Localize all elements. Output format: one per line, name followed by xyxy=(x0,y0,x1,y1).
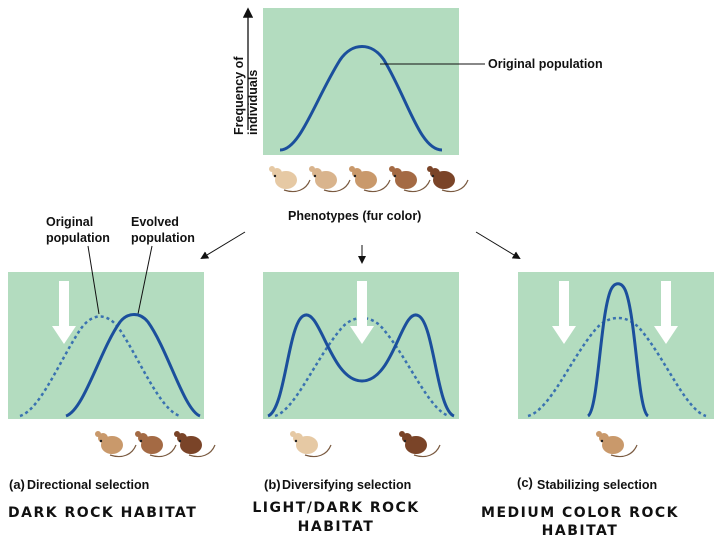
y-axis-label-line1: Frequency of xyxy=(232,56,246,135)
mouse-medium-icon xyxy=(348,165,391,193)
panel-b-evolved-curve xyxy=(267,313,455,418)
panel-c-caption-line2: HABITAT xyxy=(542,523,619,539)
mouse-medium-icon xyxy=(94,430,137,458)
mouse-medium-icon xyxy=(595,430,638,458)
panel-b-caption-line2: HABITAT xyxy=(298,519,375,535)
panel-a-selection-arrow xyxy=(52,281,76,344)
x-axis-label: Phenotypes (fur color) xyxy=(288,209,421,223)
panel-c: (c) Stabilizing selection MEDIUM COLOR R… xyxy=(481,272,714,539)
panel-a-evolved-curve xyxy=(65,313,201,418)
original-population-curve xyxy=(279,45,443,152)
panel-a-caption: DARK ROCK HABITAT xyxy=(8,505,197,521)
mouse-dark-icon xyxy=(173,430,216,458)
panel-c-evolved-curve xyxy=(586,282,650,418)
panel-b-letter: (b) xyxy=(264,477,281,492)
legend-evolved-line1: Evolved xyxy=(131,215,179,229)
panel-a-letter: (a) xyxy=(9,477,25,492)
mouse-light-medium-icon xyxy=(308,165,351,193)
arrow-to-panel-c xyxy=(475,231,521,260)
panel-b-title: Diversifying selection xyxy=(282,478,411,492)
legend-original-leader xyxy=(87,245,100,315)
top-panel: Original population Frequency of individ… xyxy=(232,7,603,223)
legend-original-line2: population xyxy=(46,231,110,245)
legend-evolved-line2: population xyxy=(131,231,195,245)
panel-a: Original population Evolved population (… xyxy=(8,215,216,521)
mouse-dark-icon xyxy=(426,165,469,193)
panel-b: (b) Diversifying selection LIGHT/DARK RO… xyxy=(252,272,459,535)
mouse-dark-icon xyxy=(398,430,441,458)
panel-c-original-curve xyxy=(527,316,707,418)
panel-c-title: Stabilizing selection xyxy=(537,478,657,492)
top-panel-background xyxy=(263,8,459,155)
curve-label: Original population xyxy=(488,57,603,71)
arrow-to-panel-a xyxy=(200,231,246,260)
panel-c-caption-line1: MEDIUM COLOR ROCK xyxy=(481,505,679,521)
panel-c-left-selection-arrow xyxy=(552,281,576,344)
mouse-medium-dark-icon xyxy=(134,430,177,458)
legend-original-line1: Original xyxy=(46,215,93,229)
panel-a-title: Directional selection xyxy=(27,478,149,492)
y-axis-label-line2: individuals xyxy=(246,70,260,135)
mouse-light-icon xyxy=(268,165,311,193)
panel-c-right-selection-arrow xyxy=(654,281,678,344)
panel-c-background xyxy=(518,272,714,419)
panel-c-letter: (c) xyxy=(517,475,533,490)
legend-evolved-leader xyxy=(137,245,153,315)
panel-b-selection-arrow xyxy=(350,281,374,344)
mouse-light-icon xyxy=(289,430,332,458)
panel-b-caption-line1: LIGHT/DARK ROCK xyxy=(252,500,419,516)
mouse-medium-dark-icon xyxy=(388,165,431,193)
